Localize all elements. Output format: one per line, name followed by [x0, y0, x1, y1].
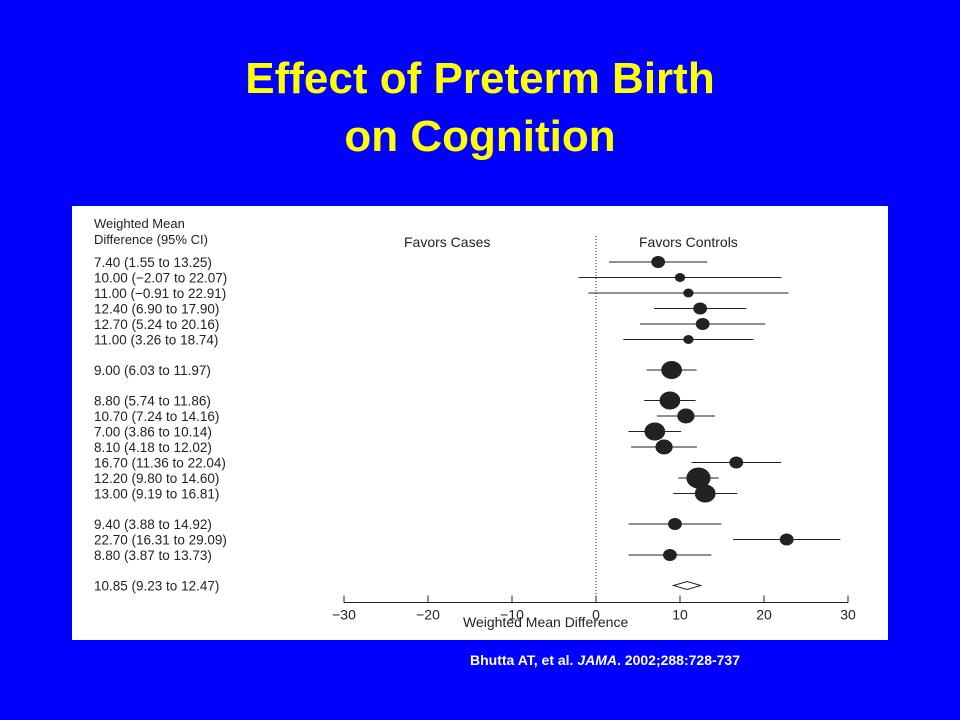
x-tick-label: −20 — [416, 607, 440, 623]
study-estimate-label: 9.40 (3.88 to 14.92) — [94, 517, 212, 532]
pooled-estimate-diamond — [671, 580, 703, 591]
x-tick-label: −10 — [500, 607, 524, 623]
pooled-estimate-label: 10.85 (9.23 to 12.47) — [94, 579, 219, 594]
x-tick-label: 20 — [756, 607, 772, 623]
slide-title: Effect of Preterm Birth on Cognition — [0, 50, 960, 166]
study-point-estimate — [668, 518, 682, 530]
study-point-estimate — [779, 533, 794, 546]
study-estimate-label: 12.70 (5.24 to 20.16) — [94, 317, 219, 332]
x-tick-label: −30 — [332, 607, 356, 623]
citation-journal: JAMA — [577, 652, 618, 668]
study-estimate-label: 9.00 (6.03 to 11.97) — [94, 363, 211, 378]
x-tick-label: 10 — [672, 607, 688, 623]
study-point-estimate — [655, 439, 673, 455]
study-estimate-label: 12.40 (6.90 to 17.90) — [94, 302, 219, 317]
study-point-estimate — [644, 422, 666, 441]
study-point-estimate — [651, 256, 666, 268]
column-header-line-2: Difference (95% CI) — [94, 232, 208, 247]
study-estimate-label: 7.40 (1.55 to 13.25) — [94, 255, 212, 270]
study-point-estimate — [663, 549, 677, 561]
study-estimate-label: 7.00 (3.86 to 10.14) — [94, 425, 212, 440]
study-point-estimate — [677, 408, 695, 424]
study-estimate-label: 8.80 (5.74 to 11.86) — [94, 394, 211, 409]
x-tick-label: 0 — [592, 607, 600, 623]
study-point-estimate — [661, 361, 682, 379]
study-estimate-label: 10.00 (−2.07 to 22.07) — [94, 271, 227, 286]
study-estimate-label: 11.00 (−0.91 to 22.91) — [94, 286, 226, 301]
favors-controls-label: Favors Controls — [639, 234, 738, 250]
study-point-estimate — [693, 302, 708, 315]
x-tick-label: 30 — [840, 607, 856, 623]
study-point-estimate — [683, 288, 694, 298]
citation-suffix: . 2002;288:728-737 — [617, 652, 741, 668]
study-estimate-label: 8.10 (4.18 to 12.02) — [94, 440, 212, 455]
study-point-estimate — [729, 456, 744, 469]
study-estimate-label: 16.70 (11.36 to 22.04) — [94, 456, 226, 471]
study-estimate-label: 12.20 (9.80 to 14.60) — [94, 471, 219, 486]
study-point-estimate — [683, 335, 694, 344]
study-point-estimate — [695, 318, 710, 330]
study-point-estimate — [686, 467, 711, 489]
study-estimate-label: 11.00 (3.26 to 18.74) — [94, 333, 218, 348]
title-line-2: on Cognition — [344, 112, 616, 161]
study-point-estimate — [674, 273, 686, 282]
study-point-estimate — [659, 391, 681, 410]
column-header-line-1: Weighted Mean — [94, 216, 185, 231]
citation-prefix: Bhutta AT, et al. — [470, 652, 578, 668]
forest-plot: Weighted Mean Difference (95% CI) Favors… — [94, 216, 856, 630]
forest-plot-figure: Weighted Mean Difference (95% CI) Favors… — [72, 206, 888, 640]
study-estimate-label: 13.00 (9.19 to 16.81) — [94, 487, 219, 502]
study-point-estimate — [694, 484, 716, 503]
favors-cases-label: Favors Cases — [404, 234, 490, 250]
citation: Bhutta AT, et al. JAMA. 2002;288:728-737 — [470, 652, 740, 668]
study-estimate-label: 10.70 (7.24 to 14.16) — [94, 409, 219, 424]
plot-marks: 7.40 (1.55 to 13.25)10.00 (−2.07 to 22.0… — [94, 236, 856, 623]
study-estimate-label: 8.80 (3.87 to 13.73) — [94, 548, 212, 563]
x-axis-label: Weighted Mean Difference — [463, 614, 628, 630]
study-estimate-label: 22.70 (16.31 to 29.09) — [94, 533, 227, 548]
title-line-1: Effect of Preterm Birth — [245, 54, 715, 103]
